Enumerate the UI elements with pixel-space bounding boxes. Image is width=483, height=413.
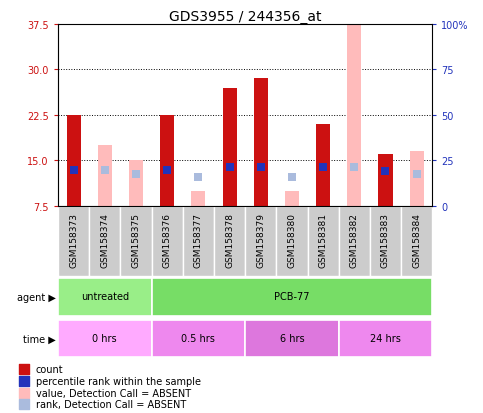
Point bbox=[414, 90, 422, 97]
Point bbox=[319, 164, 327, 171]
Text: GSM158376: GSM158376 bbox=[163, 212, 171, 267]
Point bbox=[257, 164, 265, 171]
Bar bbox=[245, 320, 339, 357]
Bar bbox=[254, 79, 268, 206]
Text: 0 hrs: 0 hrs bbox=[92, 333, 117, 343]
Title: GDS3955 / 244356_at: GDS3955 / 244356_at bbox=[169, 10, 321, 24]
Text: agent ▶: agent ▶ bbox=[17, 292, 56, 302]
Point bbox=[351, 164, 358, 171]
Text: GSM158375: GSM158375 bbox=[131, 212, 141, 267]
Text: percentile rank within the sample: percentile rank within the sample bbox=[36, 376, 201, 386]
Text: GSM158380: GSM158380 bbox=[287, 212, 297, 267]
Text: 6 hrs: 6 hrs bbox=[280, 333, 304, 343]
Bar bbox=[152, 279, 432, 316]
Point bbox=[382, 169, 389, 175]
Text: GSM158374: GSM158374 bbox=[100, 212, 109, 267]
Bar bbox=[339, 206, 370, 277]
Text: GSM158381: GSM158381 bbox=[319, 212, 327, 267]
Text: GSM158383: GSM158383 bbox=[381, 212, 390, 267]
Bar bbox=[339, 320, 432, 357]
Text: GSM158373: GSM158373 bbox=[69, 212, 78, 267]
Text: 0.5 hrs: 0.5 hrs bbox=[182, 333, 215, 343]
Point bbox=[288, 174, 296, 181]
Bar bbox=[89, 206, 120, 277]
Text: rank, Detection Call = ABSENT: rank, Detection Call = ABSENT bbox=[36, 399, 186, 409]
Point bbox=[226, 164, 233, 171]
Bar bbox=[183, 206, 214, 277]
Point bbox=[414, 305, 422, 311]
Bar bbox=[58, 279, 152, 316]
Bar bbox=[120, 206, 152, 277]
Text: GSM158384: GSM158384 bbox=[412, 212, 421, 267]
Text: GSM158379: GSM158379 bbox=[256, 212, 265, 267]
Bar bbox=[410, 152, 424, 206]
Point bbox=[101, 167, 109, 173]
Bar bbox=[152, 206, 183, 277]
Bar bbox=[98, 146, 112, 206]
Bar bbox=[58, 320, 152, 357]
Point bbox=[414, 197, 422, 204]
Bar bbox=[223, 88, 237, 206]
Point bbox=[413, 171, 421, 178]
Text: GSM158378: GSM158378 bbox=[225, 212, 234, 267]
Bar bbox=[285, 191, 299, 206]
Text: GSM158382: GSM158382 bbox=[350, 212, 359, 267]
Bar bbox=[401, 206, 432, 277]
Bar bbox=[276, 206, 308, 277]
Text: count: count bbox=[36, 364, 64, 374]
Text: GSM158377: GSM158377 bbox=[194, 212, 203, 267]
Bar bbox=[58, 206, 89, 277]
Bar bbox=[129, 161, 143, 206]
Point bbox=[70, 167, 77, 173]
Bar bbox=[191, 191, 205, 206]
Bar bbox=[308, 206, 339, 277]
Bar bbox=[370, 206, 401, 277]
Text: 24 hrs: 24 hrs bbox=[370, 333, 401, 343]
Point bbox=[163, 167, 171, 173]
Bar bbox=[379, 155, 393, 206]
Bar bbox=[160, 116, 174, 206]
Text: PCB-77: PCB-77 bbox=[274, 292, 310, 301]
Bar bbox=[152, 320, 245, 357]
Text: value, Detection Call = ABSENT: value, Detection Call = ABSENT bbox=[36, 388, 191, 398]
Bar bbox=[347, 25, 361, 206]
Text: untreated: untreated bbox=[81, 292, 129, 301]
Point bbox=[195, 174, 202, 181]
Bar bbox=[67, 116, 81, 206]
Bar bbox=[316, 125, 330, 206]
Bar bbox=[214, 206, 245, 277]
Point bbox=[132, 171, 140, 178]
Bar bbox=[245, 206, 276, 277]
Text: time ▶: time ▶ bbox=[23, 334, 56, 344]
